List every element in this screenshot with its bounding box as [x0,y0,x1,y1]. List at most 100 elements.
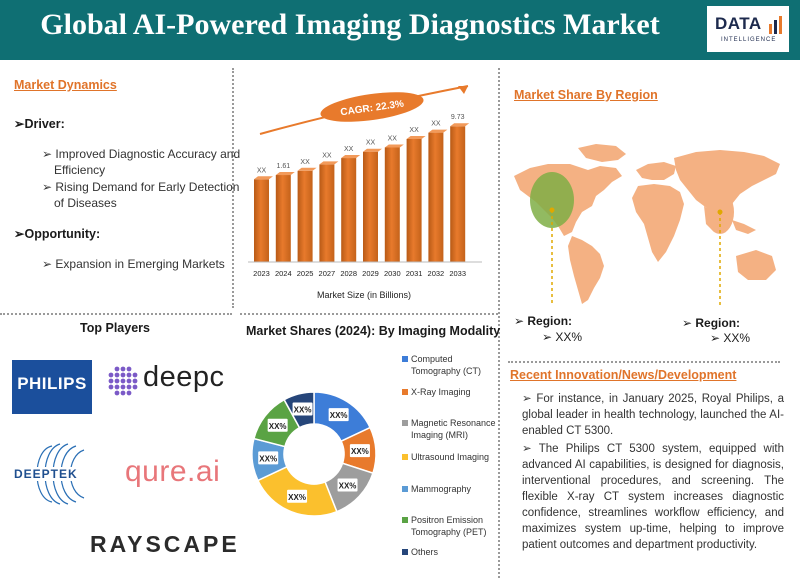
dynamics-title: Market Dynamics [14,78,117,92]
deepc-dot [126,390,132,396]
x-tick-2023: 2023 [253,269,270,278]
qure-logo-text: qure.ai [125,455,221,488]
deepc-dots-icon [108,366,138,396]
bar-2032 [428,132,444,262]
bar-2030 [384,147,400,262]
bar-value-label-2023: XX [257,167,267,174]
bar-2033 [450,126,466,262]
opportunity-item-1-text: Expansion in Emerging Markets [55,257,225,271]
divider-left [232,68,234,308]
datam-logo: DATA INTELLIGENCE [707,6,789,52]
opportunity-label: Opportunity: [24,227,101,241]
legend-swatch-5 [402,517,408,523]
donut-slice-label-5: XX% [269,422,287,431]
region-marker-1 [549,207,555,213]
deepc-dot [132,378,138,384]
x-tick-2024: 2024 [275,269,292,278]
deepc-dot [120,378,126,384]
deepc-dot [126,384,132,390]
legend-label-2: Magnetic Resonance Imaging (MRI) [411,418,496,440]
bar-2025 [297,170,313,262]
donut-label-bg-1 [349,444,370,458]
bar-top-2030 [384,144,404,148]
deepc-dot [114,390,120,396]
deepc-dot [132,384,138,390]
bar-2023 [254,179,269,262]
region-value-1: ➢ XX% [542,330,583,344]
news-item-2: ➢ The Philips CT 5300 system, equipped w… [522,443,784,551]
deepc-dot [108,372,114,378]
deepc-dot [108,378,114,384]
driver-item-2-line-1: Rising Demand for Early Detection [55,180,240,194]
deepc-dot [114,366,120,372]
bar-2024 [275,175,291,262]
players-title: Top Players [80,321,150,335]
bar-2029 [363,151,378,262]
bar-top-2027 [319,161,339,165]
region-label-1: ➢ Region: [514,314,573,328]
legend-swatch-4 [402,486,408,492]
legend-label-3: Ultrasound Imaging [411,452,490,462]
philips-logo-text: PHILIPS [17,374,87,393]
donut-slice-label-1: XX% [351,447,369,456]
bar-2031 [406,138,422,262]
legend-swatch-1 [402,389,408,395]
driver-item-1-line-1: Improved Diagnostic Accuracy and [55,147,241,161]
news-title: Recent Innovation/News/Development [510,368,737,382]
region-value-2-text: XX% [723,331,751,345]
x-tick-2030: 2030 [384,269,401,278]
market-size-bar-chart: XX 2023 1.61 2024 XX 2025 XX 2027 XX 2028 XX 2029 XX… [248,85,482,300]
header-banner: Global AI-Powered Imaging Diagnostics Ma… [0,0,800,60]
deepc-dot [120,384,126,390]
driver-item-2: ➢ Rising Demand for Early Detection [42,180,240,194]
donut-label-bg-0 [328,408,349,422]
region-value-1-text: XX% [555,330,583,344]
legend-label-4: Mammography [411,484,472,494]
news-item-1: ➢ For instance, in January 2025, Royal P… [522,393,784,437]
deepc-logo: deepc [103,361,227,399]
x-tick-2025: 2025 [297,269,314,278]
deepc-dot [114,378,120,384]
deeptek-logo-text: DEEPTEK [14,467,78,481]
legend-swatch-2 [402,420,408,426]
logo-main-text: DATA [715,14,762,33]
news-item-2-text: The Philips CT 5300 system, equipped wit… [522,443,784,551]
donut-label-bg-4 [258,451,279,465]
deepc-dot [132,372,138,378]
region-title: Market Share By Region [514,88,658,102]
bar-top-2029 [363,148,382,152]
divider-right [498,68,500,578]
opportunity-heading: ➢Opportunity: [14,227,101,241]
deeptek-logo: DEEPTEK [12,440,96,508]
legend-label-0: Computed Tomography (CT) [411,354,482,376]
opportunity-item-1: ➢ Expansion in Emerging Markets [42,257,225,271]
bar-top-2024 [275,172,295,176]
driver-heading: ➢Driver: [14,117,65,131]
x-tick-2029: 2029 [362,269,379,278]
deepc-dot [108,384,114,390]
x-tick-2028: 2028 [340,269,357,278]
page-title: Global AI-Powered Imaging Diagnostics Ma… [40,8,660,41]
x-axis-label: Market Size (in Billions) [317,290,411,300]
world-map [514,144,780,305]
divider-left-horizontal [0,313,232,315]
deepc-logo-text: deepc [143,361,225,393]
deepc-dot [126,378,132,384]
bar-value-label-2033: 9.73 [451,114,465,121]
donut-slice-label-3: XX% [288,493,306,502]
bar-value-label-2027: XX [322,152,332,159]
modality-donut-chart: XX% XX% XX% XX% XX% XX% XX% [251,391,377,517]
region-highlight-north-america [530,172,574,228]
bar-value-label-2025: XX [300,159,310,166]
region-value-2: ➢ XX% [710,331,751,345]
legend-swatch-0 [402,356,408,362]
philips-logo: PHILIPS [12,360,92,414]
region-marker-2 [717,209,723,215]
deepc-dot [120,372,126,378]
driver-label: Driver: [24,117,65,131]
x-tick-2033: 2033 [449,269,466,278]
x-tick-2027: 2027 [319,269,336,278]
region-label-2: ➢ Region: [682,316,741,330]
bar-value-label-2031: XX [409,127,419,134]
bar-value-label-2028: XX [344,146,354,153]
